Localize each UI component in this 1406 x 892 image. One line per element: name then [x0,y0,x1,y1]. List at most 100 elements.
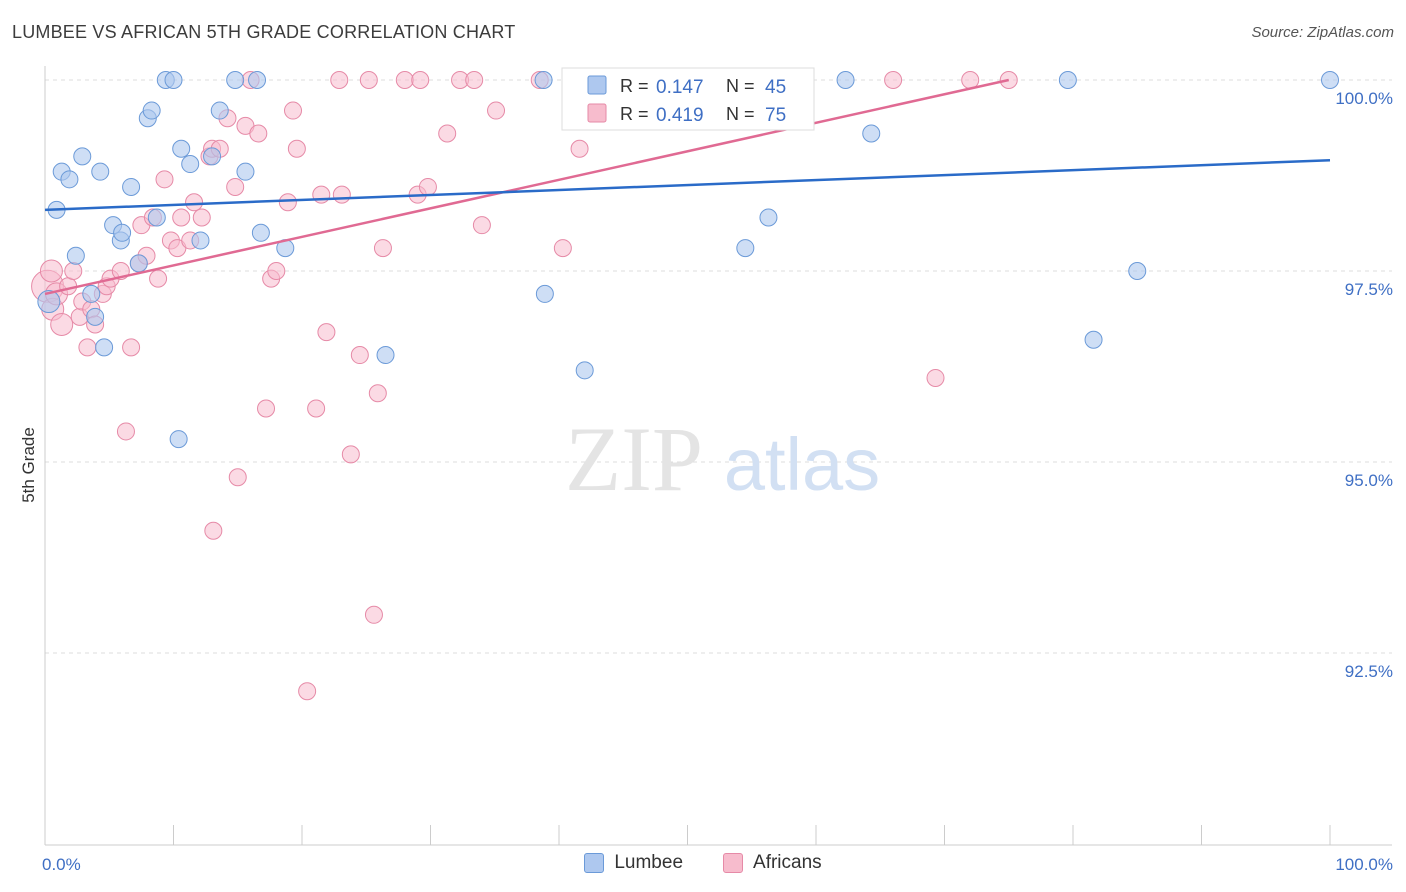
stats-legend: R = 0.147 N = 45 R = 0.419 N = 75 [561,67,815,131]
lumbee-point [37,290,61,314]
lumbee-point [172,139,191,158]
lumbee-point [535,284,554,303]
legend-africans-r-label: R = [620,104,649,124]
lumbee-point [203,147,222,166]
y-tick-label-3: 100.0% [1335,89,1393,108]
africans-point [122,338,141,357]
legend-lumbee-n-label: N = [726,76,755,96]
lumbee-point [862,124,881,143]
lumbee-point [1084,330,1103,349]
lumbee-trend-line [44,158,1331,212]
africans-point [411,71,430,89]
lumbee-point [142,101,161,120]
lumbee-point [95,338,114,357]
lumbee-point [534,71,553,89]
legend-item-lumbee[interactable]: Lumbee [584,852,683,874]
trend-lines [44,78,1331,296]
lumbee-point [759,208,778,227]
lumbee-point [575,361,594,380]
africans-swatch [723,853,744,873]
africans-point [364,605,383,624]
africans-point [284,101,303,120]
lumbee-point [210,101,229,120]
lumbee-point [191,231,210,250]
africans-point [50,312,74,336]
africans-points [31,71,1018,701]
lumbee-point [1128,262,1147,280]
legend-item-africans[interactable]: Africans [723,852,822,874]
legend-africans-n-value: 75 [765,105,786,126]
lumbee-point [60,170,79,189]
lumbee-point [82,284,101,303]
africans-point [350,346,369,365]
y-tick-label-1: 95.0% [1345,471,1393,490]
africans-label: Africans [753,852,822,873]
legend-africans-swatch [587,103,607,123]
series-legend: Lumbee Africans [0,852,1406,874]
lumbee-swatch [584,853,605,873]
africans-point [884,71,903,89]
lumbee-point [113,223,132,242]
lumbee-point [181,155,200,174]
africans-point [278,193,297,212]
legend-africans-r-value: 0.419 [656,105,704,126]
legend-lumbee-swatch [587,75,607,95]
africans-trend-line [44,78,1010,296]
lumbee-point [226,71,245,89]
africans-point [64,262,83,280]
africans-point [487,101,506,120]
africans-point [465,71,484,89]
africans-point [368,384,387,403]
africans-point [926,368,945,387]
y-tick-label-2: 97.5% [1345,280,1393,299]
lumbee-point [147,208,166,227]
lumbee-point [86,307,105,326]
africans-point [204,521,223,540]
africans-point [192,208,211,227]
lumbee-point [73,147,92,166]
lumbee-point [91,162,110,181]
africans-point [267,262,286,280]
legend-lumbee-r-label: R = [620,76,649,96]
lumbee-point [66,246,85,265]
africans-point [185,193,204,212]
source-label: Source: ZipAtlas.com [1251,24,1394,41]
x-tick-labels: 0.0% 100.0% [42,855,1393,874]
lumbee-point [376,346,395,365]
legend-lumbee-r-value: 0.147 [656,77,704,98]
lumbee-point [736,239,755,258]
y-tick-label-0: 92.5% [1345,662,1393,681]
legend-lumbee-n-value: 45 [765,77,786,98]
africans-point [149,269,168,288]
watermark: ZIP atlas [565,408,880,510]
africans-point [438,124,457,143]
lumbee-point [251,223,270,242]
lumbee-point [1058,71,1077,89]
africans-point [39,259,63,283]
lumbee-point [169,430,188,449]
lumbee-point [129,254,148,273]
africans-point [359,71,378,89]
africans-point [307,399,326,418]
lumbee-label: Lumbee [614,852,684,873]
africans-point [226,177,245,196]
africans-point [298,682,317,701]
africans-point [472,216,491,235]
lumbee-point [236,162,255,181]
africans-point [249,124,268,143]
watermark-zip: ZIP [565,408,703,510]
lumbee-point [1321,71,1339,89]
lumbee-point [836,71,855,89]
africans-point [332,185,351,204]
africans-point [553,239,572,258]
africans-point [287,139,306,158]
africans-point [257,399,276,418]
y-axis-title: 5th Grade [19,427,38,503]
africans-point [418,177,437,196]
africans-point [373,239,392,258]
africans-point [317,323,336,342]
lumbee-point [122,177,141,196]
africans-point [172,208,191,227]
x-tick-label-0: 0.0% [42,855,81,874]
